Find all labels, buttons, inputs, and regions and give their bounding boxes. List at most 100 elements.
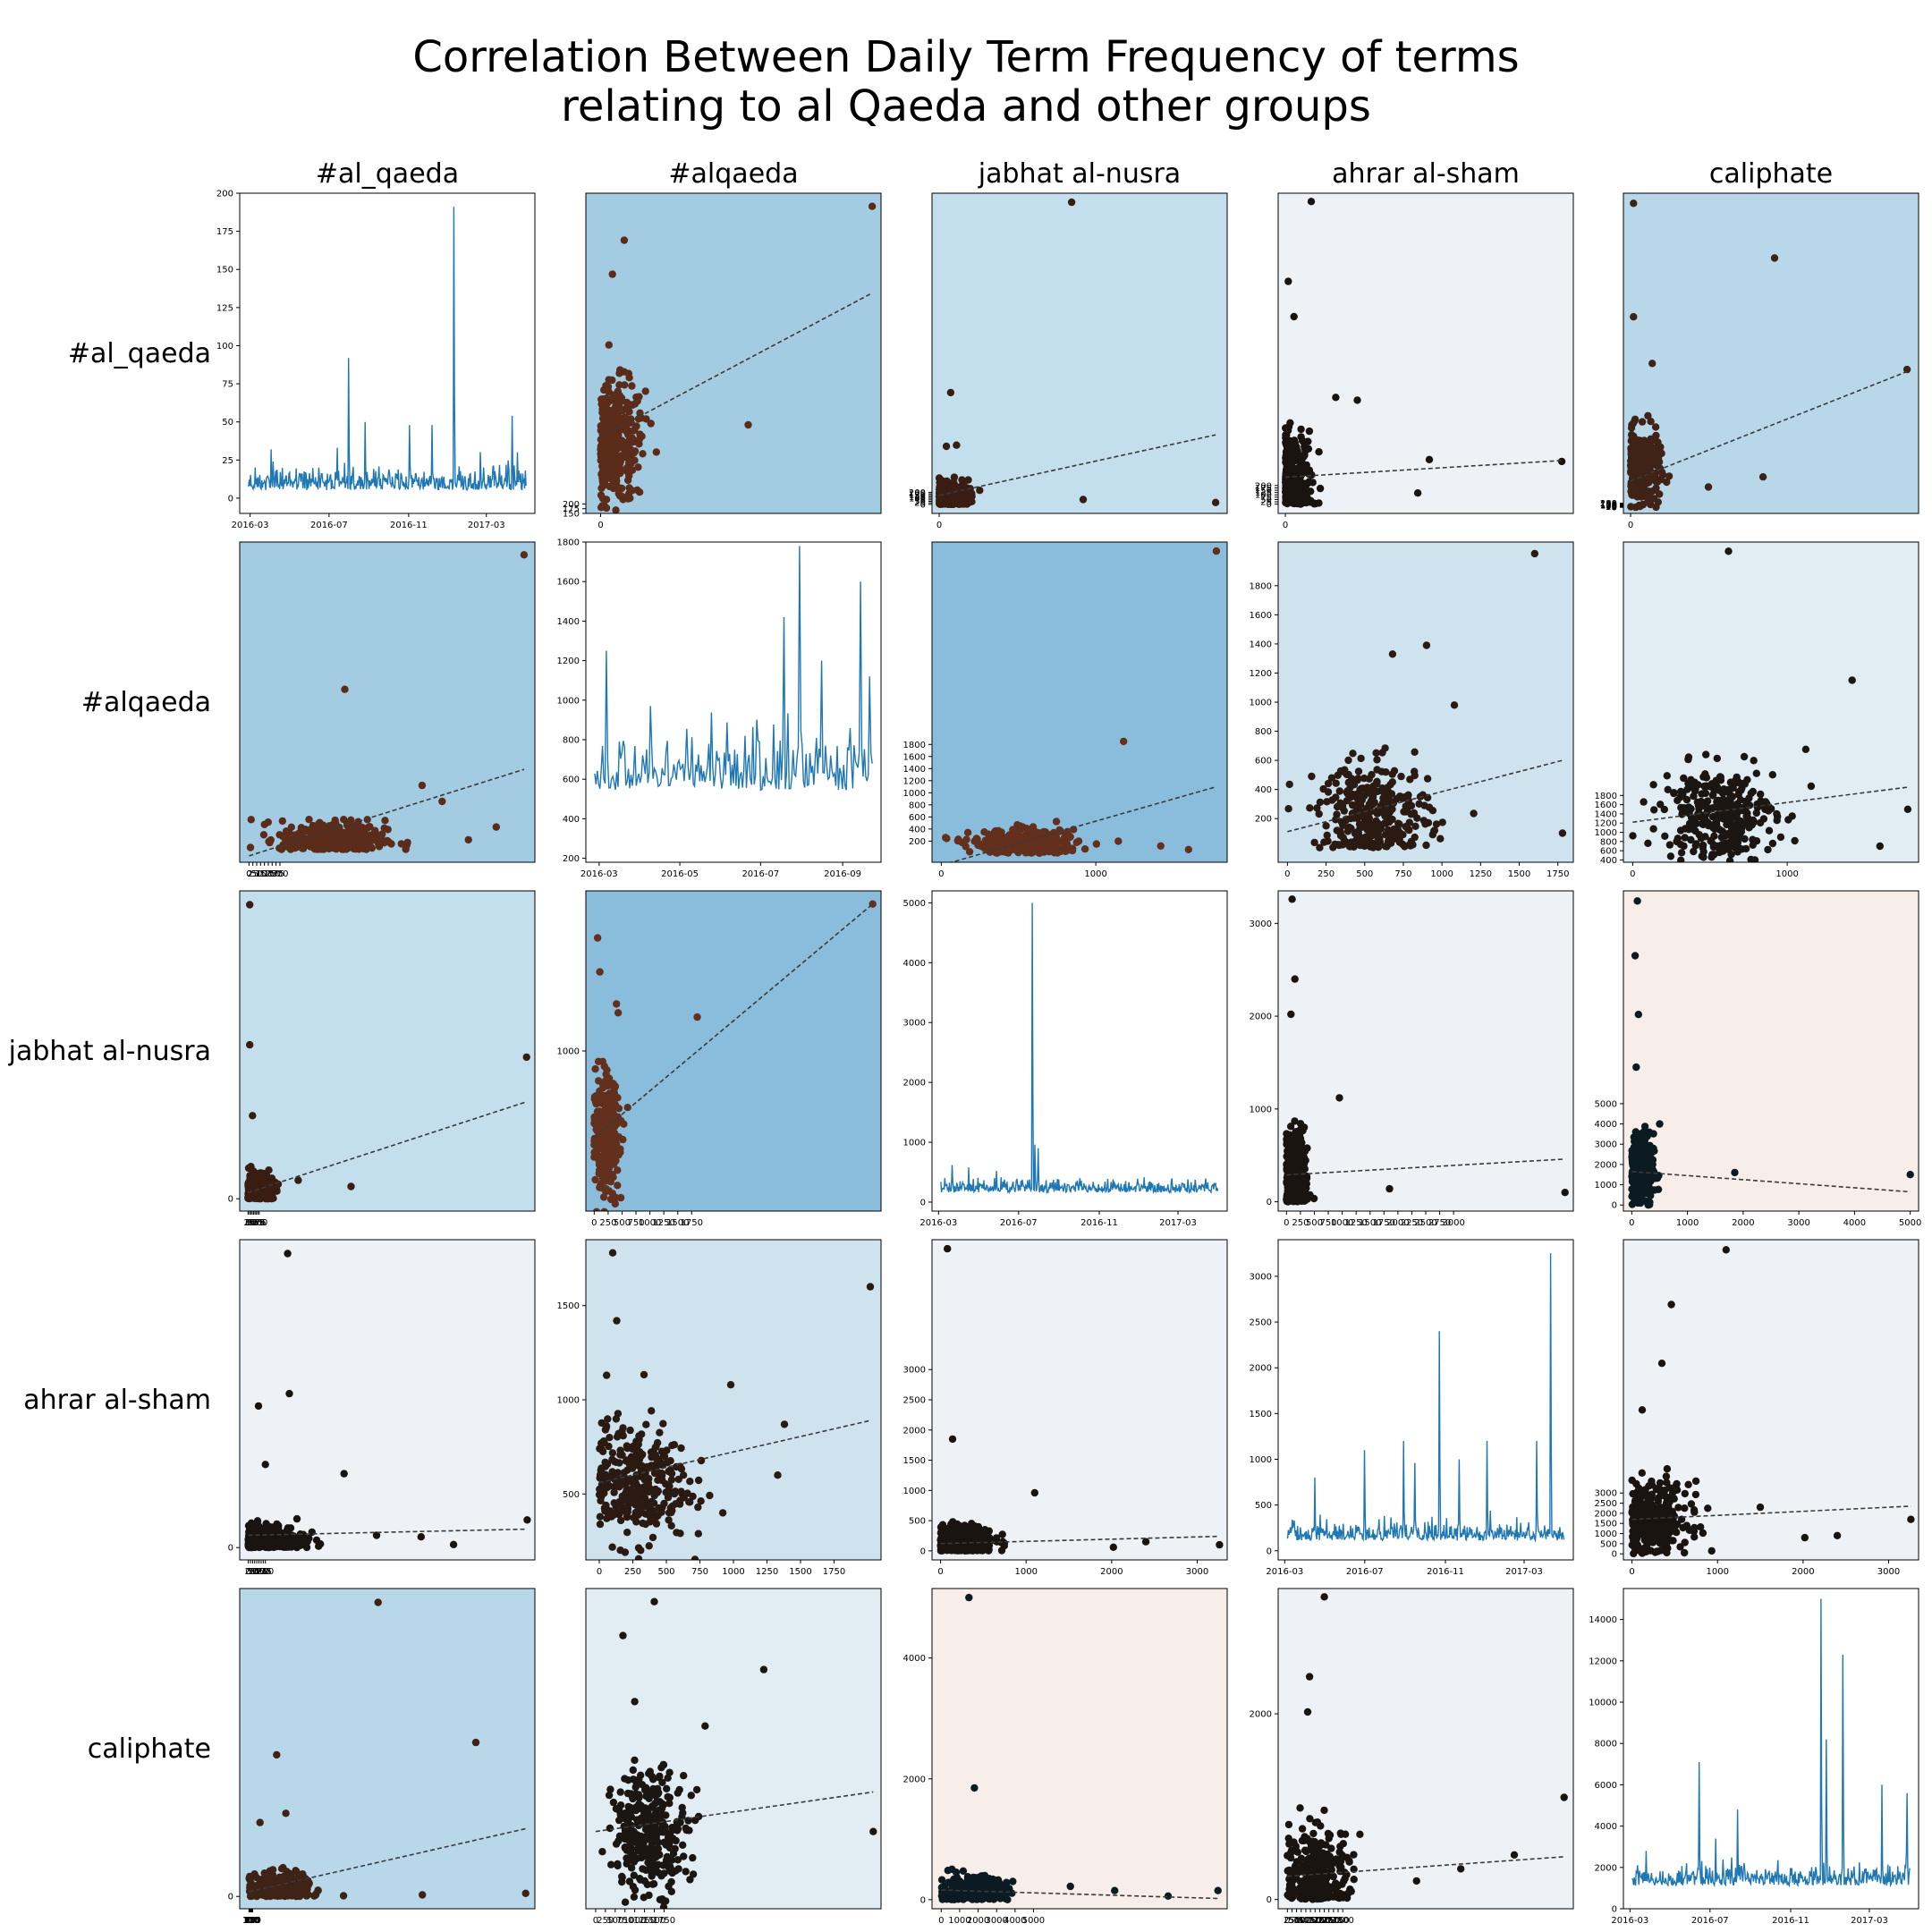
scatter-point xyxy=(1284,805,1292,813)
scatter-point xyxy=(990,827,999,836)
subplot-background xyxy=(1278,193,1573,513)
x-tick-label: 1000 xyxy=(1775,869,1798,879)
scatter-point xyxy=(590,1093,599,1101)
scatter-point xyxy=(1354,799,1362,807)
scatter-point xyxy=(265,1166,273,1174)
x-tick-label: 750 xyxy=(691,1567,708,1577)
scatter-point xyxy=(1791,836,1799,845)
scatter-point xyxy=(244,1542,252,1550)
x-tick-label: 150 xyxy=(264,869,281,879)
scatter-point xyxy=(694,1503,702,1512)
x-tick-label: 0 xyxy=(597,1567,602,1577)
y-tick-label: 200 xyxy=(909,488,926,498)
scatter-point xyxy=(618,426,626,434)
x-tick-label: 0 xyxy=(1283,521,1288,530)
scatter-point xyxy=(1637,1180,1645,1189)
x-tick-label: 2016-11 xyxy=(1080,1218,1118,1228)
scatter-points xyxy=(246,551,529,853)
regression-line xyxy=(1286,1158,1565,1176)
regression-line xyxy=(593,903,874,1139)
scatter-point xyxy=(1315,499,1323,507)
scatter-point xyxy=(1381,812,1389,820)
y-tick-label: 1000 xyxy=(903,789,926,799)
scatter-point xyxy=(1336,832,1345,840)
scatter-point xyxy=(606,1078,614,1087)
scatter-point xyxy=(1631,1191,1639,1200)
scatter-point xyxy=(1432,820,1441,828)
y-tick-label: 3000 xyxy=(1595,1140,1617,1150)
scatter-point xyxy=(266,1176,274,1185)
scatter-point xyxy=(614,1182,622,1190)
column-header: #al_qaeda xyxy=(316,158,459,190)
scatter-points xyxy=(590,900,877,1211)
scatter-point xyxy=(648,1407,656,1415)
scatter-point xyxy=(1114,837,1123,845)
x-tick-label: 100 xyxy=(245,1218,262,1228)
scatter-point xyxy=(601,1458,609,1467)
row-label: caliphate xyxy=(88,1733,211,1765)
scatter-point xyxy=(1711,823,1719,831)
scatter-point xyxy=(1284,498,1292,506)
scatter-point xyxy=(603,1169,612,1178)
scatter-point xyxy=(322,826,330,835)
y-tick-label: 800 xyxy=(563,735,580,745)
scatter-points xyxy=(1626,199,1911,512)
scatter-point xyxy=(610,1129,619,1138)
plot-area xyxy=(248,207,527,492)
scatter-point xyxy=(257,1169,266,1177)
scatter-point xyxy=(1747,789,1756,798)
scatter-point xyxy=(1286,419,1294,427)
row-label: jabhat al-nusra xyxy=(8,1036,211,1067)
x-tick-label: 200 xyxy=(250,1218,267,1228)
y-tick-label: 400 xyxy=(563,815,580,825)
scatter-point xyxy=(599,1437,608,1445)
scatter-point xyxy=(282,827,291,835)
y-tick-label: 150 xyxy=(563,510,580,520)
scatter-point xyxy=(1292,1185,1301,1194)
scatter-point xyxy=(1286,1123,1295,1131)
x-tick-label: 175 xyxy=(255,1567,272,1577)
x-tick-label: 0 xyxy=(245,1567,250,1577)
plot-area xyxy=(940,902,1219,1195)
y-tick-label: 1500 xyxy=(557,1301,580,1311)
scatter-point xyxy=(249,1535,258,1543)
scatter-point xyxy=(1372,749,1380,757)
scatter-point xyxy=(992,849,1000,857)
scatter-point xyxy=(658,1476,666,1485)
x-tick-label: 2016-05 xyxy=(661,869,699,879)
scatter-point xyxy=(334,829,342,838)
scatter-point xyxy=(342,835,351,843)
scatter-point xyxy=(1629,455,1638,463)
scatter-point xyxy=(603,1131,611,1140)
scatter-point xyxy=(613,482,622,490)
x-tick-label: 2500 xyxy=(1414,1218,1436,1228)
y-tick-label: 50 xyxy=(222,418,233,428)
scatter-point xyxy=(1561,1189,1569,1197)
scatter-point xyxy=(353,838,362,846)
scatter-point xyxy=(632,422,640,430)
plot-area xyxy=(594,546,873,792)
scatter-point xyxy=(1382,768,1390,776)
regression-line xyxy=(249,768,525,857)
scatter-point xyxy=(600,1062,608,1071)
y-tick-label: 400 xyxy=(1255,785,1272,795)
scatter-point xyxy=(598,405,606,413)
scatter-point xyxy=(1295,1178,1303,1187)
y-tick-label: 75 xyxy=(1260,493,1272,503)
scatter-point xyxy=(1438,818,1446,826)
scatter-point xyxy=(601,471,609,480)
subplot-0-0: 2016-03 2016-07 2016-11 2017-03025507510012… xyxy=(216,190,536,530)
scatter-point xyxy=(340,1470,348,1478)
scatter-point xyxy=(1713,754,1722,763)
scatter-point xyxy=(659,1419,667,1428)
scatter-point xyxy=(628,382,636,390)
scatter-point xyxy=(1043,844,1052,853)
x-tick-label: 250 xyxy=(1318,869,1335,879)
x-tick-label: 125 xyxy=(250,1567,267,1577)
y-tick-label: 500 xyxy=(563,1490,580,1500)
x-tick-label: 2016-07 xyxy=(741,869,779,879)
regression-line xyxy=(938,434,1216,496)
scatter-point xyxy=(246,901,254,909)
scatter-point xyxy=(1291,1117,1299,1125)
scatter-point xyxy=(1029,823,1038,831)
